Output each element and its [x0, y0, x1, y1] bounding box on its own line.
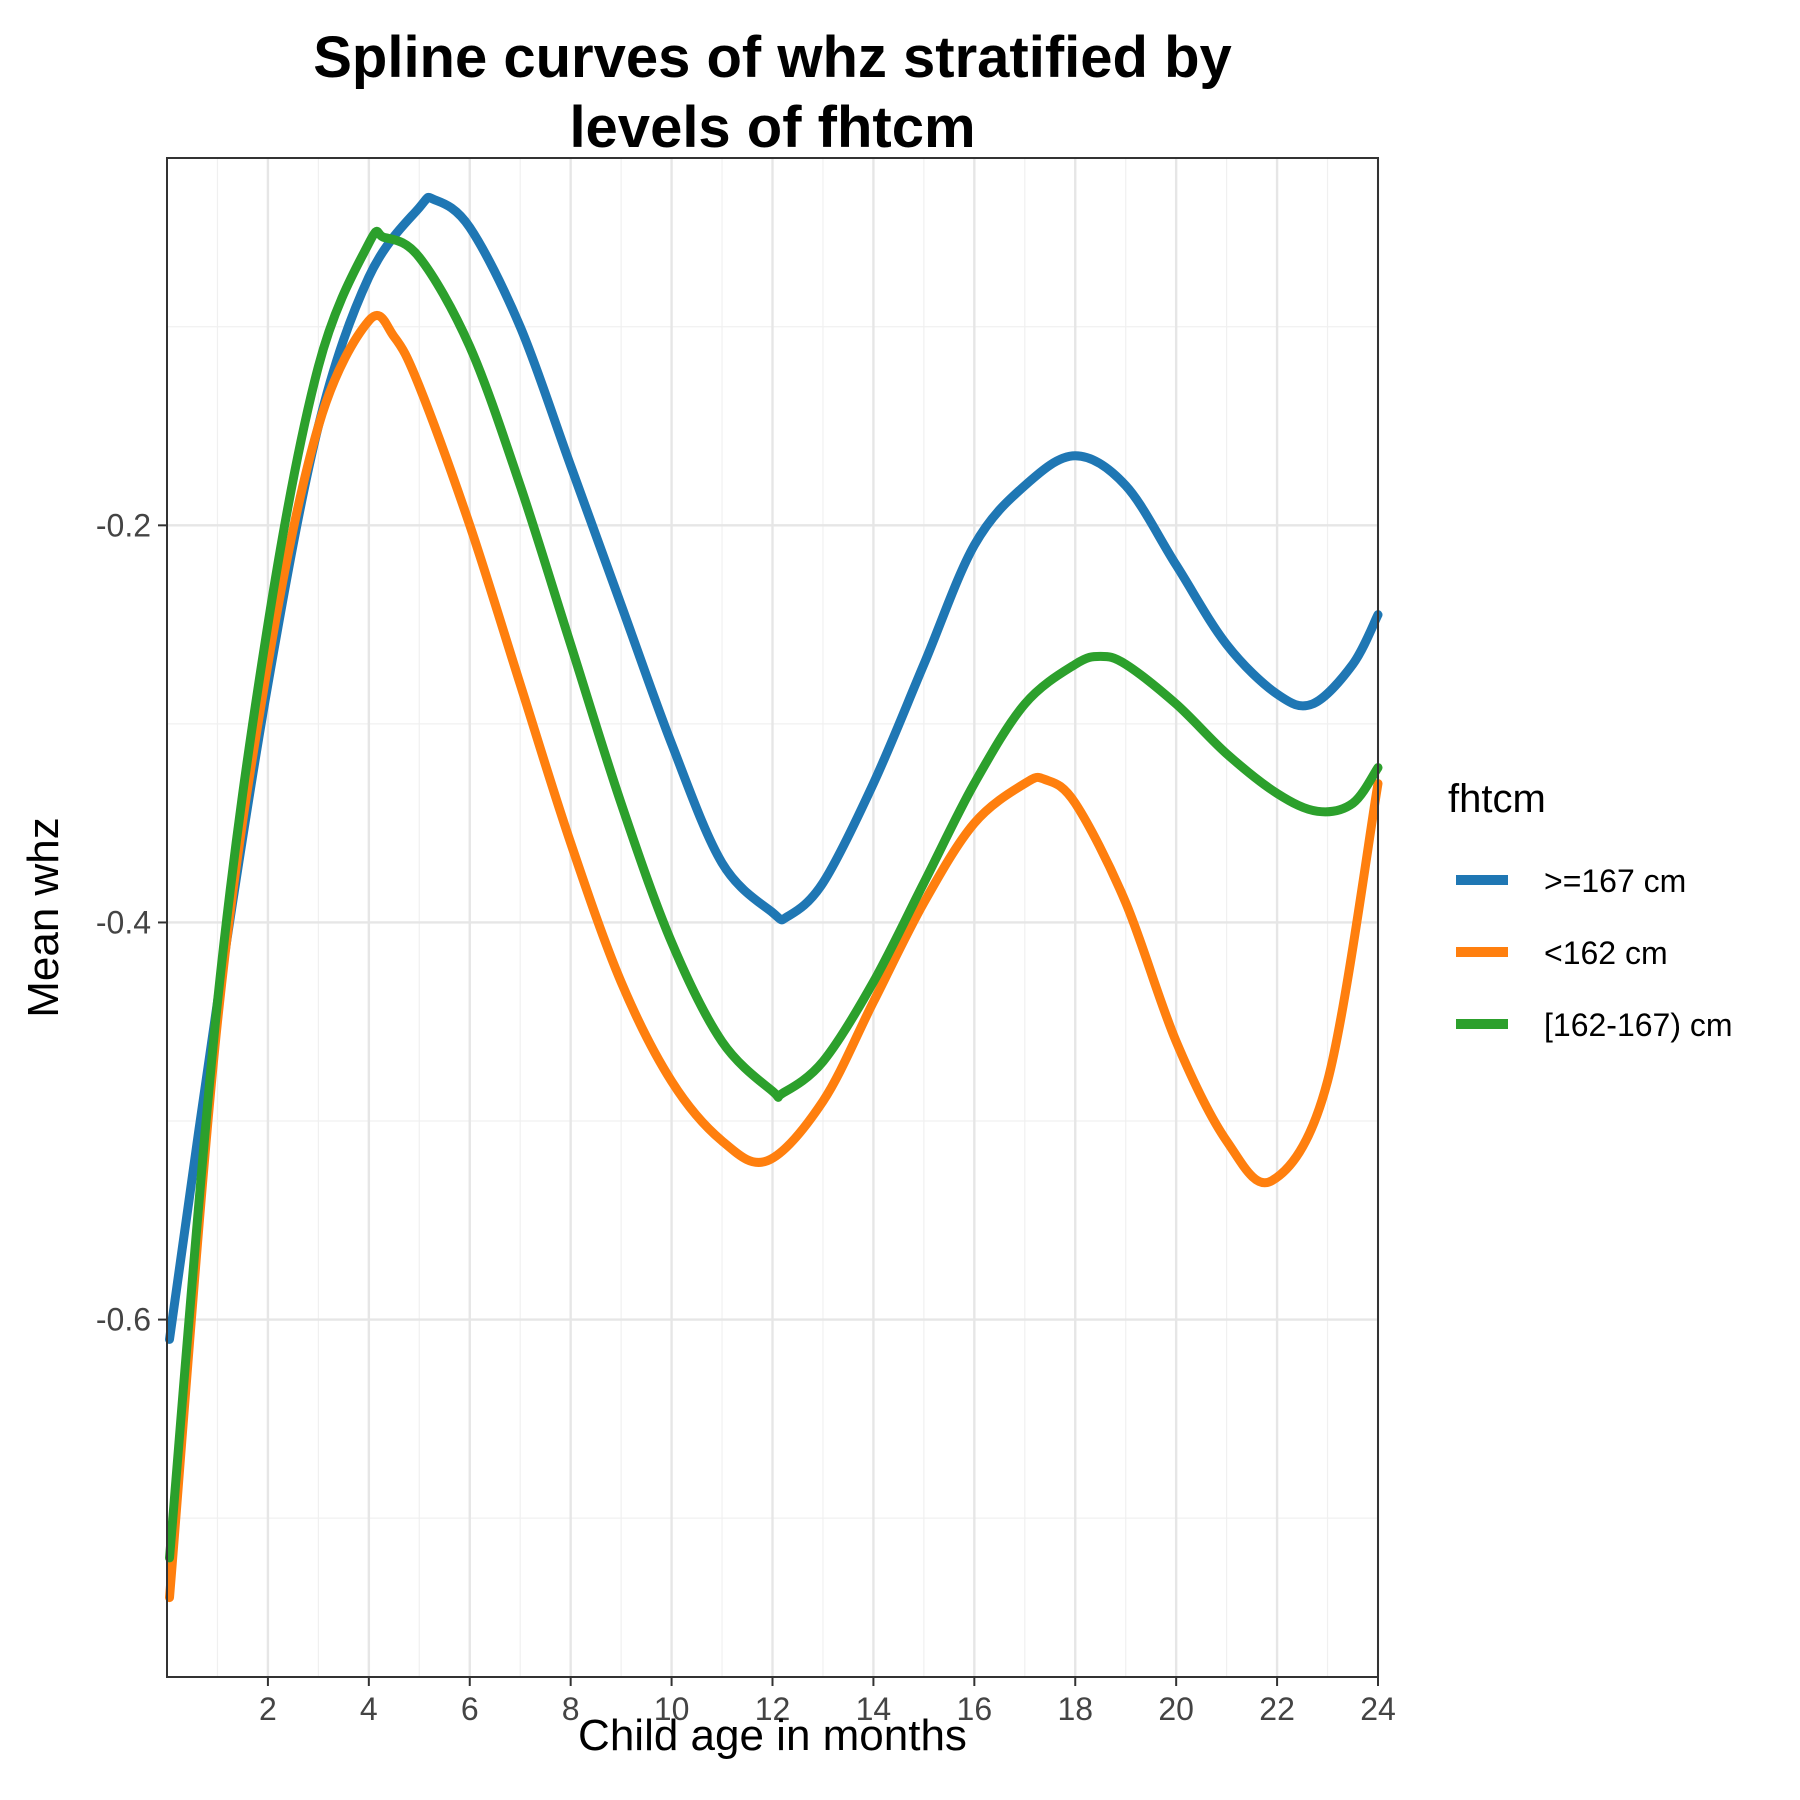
x-tick-label: 10: [654, 1691, 690, 1727]
y-axis: -0.6 -0.4 -0.2: [96, 507, 167, 1338]
grid: [167, 158, 1380, 1677]
x-tick-label: 8: [562, 1691, 580, 1727]
chart-title-line: levels of fhtcm: [569, 95, 975, 160]
x-tick-label: 18: [1057, 1691, 1093, 1727]
legend-title: fhtcm: [1448, 777, 1546, 821]
x-axis-title: Child age in months: [578, 1711, 967, 1760]
series-lines: [165, 192, 1383, 1603]
x-tick-label: 16: [957, 1691, 993, 1727]
series-line-2: [165, 226, 1383, 1563]
legend-label-2: [162-167) cm: [1544, 1007, 1733, 1043]
x-tick-label: 12: [755, 1691, 791, 1727]
x-tick-label: 22: [1259, 1691, 1295, 1727]
series-line-0: [165, 192, 1383, 1344]
x-tick-label: 14: [856, 1691, 892, 1727]
y-tick-label: -0.4: [96, 904, 151, 940]
x-tick-label: 2: [259, 1691, 277, 1727]
legend: fhtcm >=167 cm <162 cm [162-167) cm: [1448, 777, 1733, 1043]
x-tick-label: 4: [360, 1691, 378, 1727]
series-line-1: [165, 311, 1383, 1603]
y-tick-label: -0.2: [96, 507, 151, 543]
y-axis-title: Mean whz: [19, 817, 68, 1018]
legend-label-0: >=167 cm: [1544, 863, 1686, 899]
chart-title-line: Spline curves of whz stratified by: [313, 25, 1232, 90]
x-tick-label: 6: [461, 1691, 479, 1727]
y-tick-label: -0.6: [96, 1302, 151, 1338]
legend-label-1: <162 cm: [1544, 935, 1668, 971]
x-tick-label: 24: [1360, 1691, 1396, 1727]
x-axis: 2 4 6 8 10 12 14 16 18 20 22 24: [259, 1677, 1396, 1727]
x-tick-label: 20: [1158, 1691, 1194, 1727]
chart-title: Spline curves of whz stratified bylevels…: [313, 25, 1232, 160]
